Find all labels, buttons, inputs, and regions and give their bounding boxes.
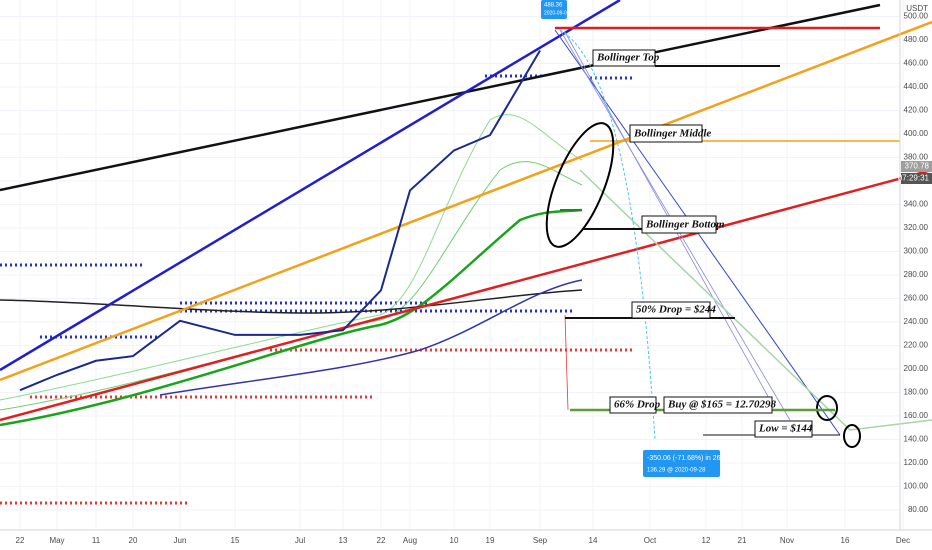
- last-price: 370.78: [905, 162, 930, 171]
- price-tag: [901, 161, 932, 172]
- measure-box: [643, 450, 720, 477]
- annotation: Low = $144: [758, 423, 813, 435]
- y-tick-label: 220.00: [904, 341, 929, 350]
- ellipse: [816, 395, 838, 421]
- y-tick-label: 120.00: [904, 458, 929, 467]
- ema-ribbon: [0, 208, 583, 427]
- y-tick-label: 380.00: [904, 153, 929, 162]
- y-tick-label: 160.00: [904, 411, 929, 420]
- x-tick-label: 19: [486, 536, 495, 545]
- annotation-box: [663, 396, 773, 414]
- x-tick-label: Jun: [174, 536, 187, 545]
- x-tick-label: Oct: [644, 536, 657, 545]
- y-tick-label: 460.00: [904, 59, 929, 68]
- y-tick-label: 300.00: [904, 247, 929, 256]
- trendline: [0, 3, 881, 192]
- x-tick-label: Sep: [533, 536, 548, 545]
- y-tick-label: 140.00: [904, 435, 929, 444]
- trendline: [0, 20, 932, 382]
- trendline: [0, 0, 621, 372]
- annotation: 50% Drop = $244: [636, 304, 716, 316]
- high-text: 488.36: [544, 3, 563, 9]
- x-tick-label: 12: [702, 536, 711, 545]
- y-tick-label: 400.00: [904, 129, 929, 138]
- x-axis: 22 May 11 20 Jun 15 Jul 13 22 Aug 10 19 Sep 14 Oct 12 21…: [16, 536, 911, 545]
- ellipse: [843, 424, 861, 448]
- x-tick-label: 14: [589, 536, 598, 545]
- y-tick-label: 480.00: [904, 35, 929, 44]
- x-tick-label: 22: [377, 536, 386, 545]
- y-tick-label: 440.00: [904, 82, 929, 91]
- x-tick-label: 11: [92, 536, 101, 545]
- ellipse: [545, 122, 615, 248]
- annotation-box: [754, 420, 813, 438]
- y-tick-label: 180.00: [904, 388, 929, 397]
- y-tick-label: 500.00: [904, 12, 929, 21]
- price-line: [19, 50, 541, 392]
- countdown: 07:29:31: [898, 174, 930, 183]
- trendline: [0, 168, 932, 422]
- moving-average: [159, 279, 583, 396]
- x-tick-label: Aug: [403, 536, 417, 545]
- annotation-box: [592, 49, 656, 67]
- annotation-box: [609, 396, 657, 414]
- annotation: Buy @ $165 = 12.70298: [667, 399, 777, 411]
- y-tick-label: 320.00: [904, 223, 929, 232]
- ema-ribbon: [0, 114, 583, 401]
- measure-text: -350.06 (-71.68%) in 26d: [647, 455, 725, 462]
- axis-unit: USDT: [906, 4, 928, 13]
- y-tick-label: 200.00: [904, 364, 929, 373]
- annotation: Bollinger Middle: [633, 128, 711, 140]
- x-tick-label: Jul: [295, 536, 305, 545]
- y-tick-label: 240.00: [904, 317, 929, 326]
- annotation-box: [641, 215, 717, 234]
- x-tick-label: 10: [450, 536, 459, 545]
- projection: [559, 29, 656, 441]
- y-tick-label: 80.00: [908, 505, 929, 514]
- measure-text: 136.29 @ 2020-09-28: [647, 468, 706, 474]
- y-axis: 80.00 100.00 120.00 140.00 160.00 180.00 200.0…: [904, 12, 929, 515]
- countdown-tag: [901, 173, 932, 184]
- y-tick-label: 260.00: [904, 294, 929, 303]
- x-tick-label: 13: [339, 536, 348, 545]
- y-tick-label: 420.00: [904, 106, 929, 115]
- annotation-box: [629, 124, 703, 143]
- y-tick-label: 100.00: [904, 482, 929, 491]
- x-tick-label: Nov: [780, 536, 794, 545]
- projection: [564, 314, 569, 411]
- x-tick-label: 15: [231, 536, 240, 545]
- annotation: Bollinger Top: [596, 52, 660, 64]
- y-tick-label: 340.00: [904, 200, 929, 209]
- annotation: 66% Drop: [614, 399, 661, 411]
- y-tick-label: 280.00: [904, 270, 929, 279]
- x-tick-label: 20: [129, 536, 138, 545]
- moving-average: [0, 289, 583, 314]
- x-tick-label: May: [49, 536, 64, 545]
- annotation-box: [631, 301, 711, 319]
- annotation: Bollinger Bottom: [645, 219, 725, 231]
- high-text: 2020-09-01: [544, 10, 570, 16]
- high-box: [541, 0, 567, 19]
- x-tick-label: 22: [16, 536, 25, 545]
- x-tick-label: 21: [738, 536, 747, 545]
- x-tick-label: 16: [841, 536, 850, 545]
- plot: [19, 50, 541, 392]
- x-tick-label: Dec: [896, 536, 910, 545]
- projection: [579, 169, 932, 431]
